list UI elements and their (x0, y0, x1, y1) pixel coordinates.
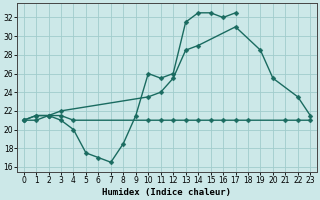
X-axis label: Humidex (Indice chaleur): Humidex (Indice chaleur) (102, 188, 231, 197)
